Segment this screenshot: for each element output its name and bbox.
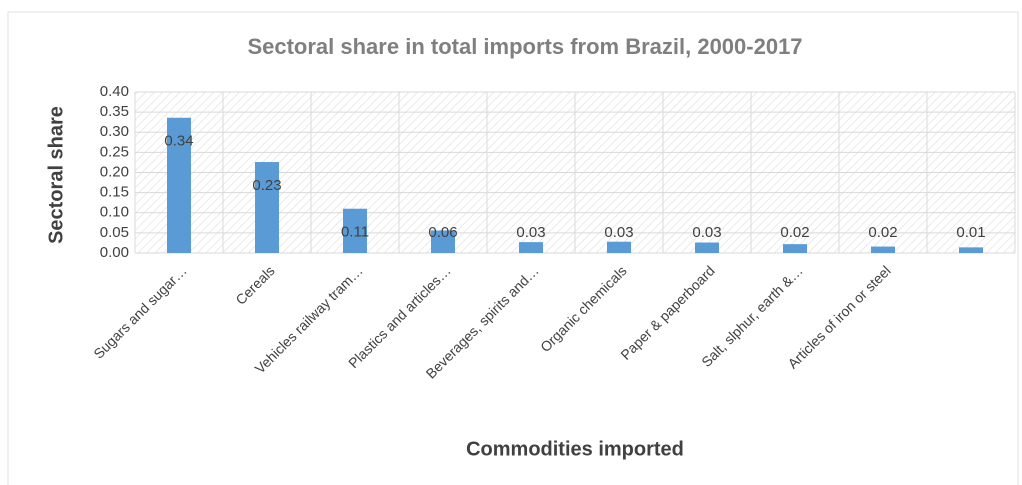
y-tick-label: 0.15 [100, 184, 129, 201]
bar [959, 247, 983, 253]
bar [783, 244, 807, 253]
y-tick-label: 0.35 [100, 103, 129, 120]
bar [607, 241, 631, 253]
value-label: 0.23 [252, 177, 281, 194]
chart-title: Sectoral share in total imports from Bra… [247, 34, 802, 59]
bar [255, 162, 279, 253]
value-label: 0.02 [780, 224, 809, 241]
value-label: 0.06 [428, 224, 457, 241]
y-tick-label: 0.30 [100, 123, 129, 140]
bar [167, 117, 191, 253]
value-label: 0.02 [868, 224, 897, 241]
bar [519, 242, 543, 253]
y-tick-label: 0.25 [100, 143, 129, 160]
x-axis-title: Commodities imported [466, 438, 684, 460]
y-tick-label: 0.20 [100, 163, 129, 180]
y-tick-label: 0.10 [100, 204, 129, 221]
value-label: 0.03 [692, 224, 721, 241]
y-tick-label: 0.00 [100, 244, 129, 261]
bar [431, 230, 455, 253]
y-tick-label: 0.05 [100, 224, 129, 241]
bar [695, 242, 719, 253]
bar [343, 208, 367, 253]
value-label: 0.03 [604, 224, 633, 241]
value-label: 0.11 [341, 224, 369, 241]
y-tick-label: 0.40 [100, 83, 129, 100]
value-label: 0.34 [164, 133, 193, 150]
bar [871, 246, 895, 253]
value-label: 0.03 [516, 224, 545, 241]
value-label: 0.01 [956, 224, 985, 241]
y-axis-title: Sectoral share [45, 106, 67, 244]
